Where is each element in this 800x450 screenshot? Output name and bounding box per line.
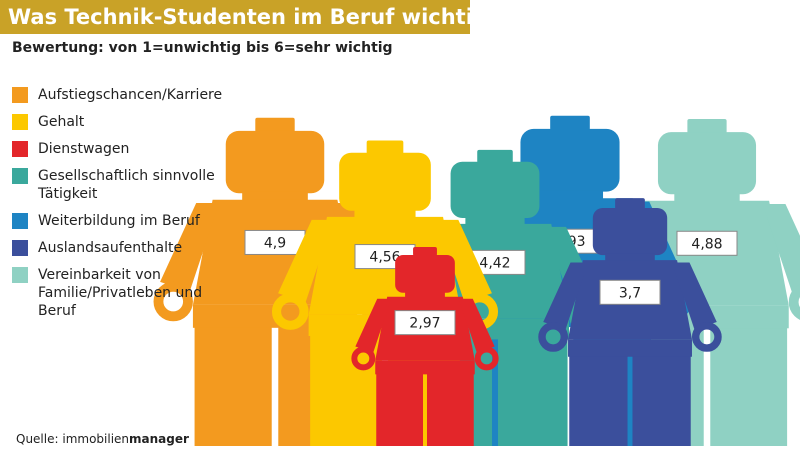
value-label: 4,42 — [479, 255, 510, 271]
value-label: 4,9 — [264, 235, 286, 251]
legend-item: Aufstiegschancen/Karriere — [12, 86, 227, 104]
figure-neck — [354, 209, 416, 219]
figure-arm — [160, 203, 220, 292]
legend-item: Gehalt — [12, 113, 227, 131]
legend: Aufstiegschancen/Karriere Gehalt Dienstwag… — [12, 86, 227, 329]
figure-leg — [376, 372, 424, 446]
figure-hand — [691, 322, 722, 352]
legend-item: Gesellschaftlich sinnvolle Tätigkeit — [12, 167, 227, 203]
figure-hips — [375, 360, 475, 375]
figure-neck — [242, 191, 308, 202]
legend-swatch — [12, 213, 28, 229]
figure-head — [450, 161, 540, 218]
legend-swatch — [12, 141, 28, 157]
legend-label: Auslandsaufenthalte — [38, 240, 183, 256]
legend-swatch — [12, 114, 28, 130]
legend-item: Vereinbarkeit von Familie/Privatleben un… — [12, 266, 227, 320]
chart-title: Was Technik-Studenten im Beruf wichtig i… — [0, 0, 525, 34]
legend-item: Auslandsaufenthalte — [12, 239, 227, 257]
source: Quelle: immobilienmanager — [16, 432, 189, 446]
value-box — [394, 310, 456, 336]
legend-label: Gehalt — [38, 114, 85, 130]
figure-neck — [405, 291, 445, 298]
figure — [538, 198, 722, 446]
figure-hand — [538, 322, 569, 352]
chart-subtitle: Bewertung: von 1=unwichtig bis 6=sehr wi… — [12, 40, 393, 56]
figure-hand — [351, 346, 376, 371]
figure-arm — [543, 262, 588, 330]
figure-arm — [458, 298, 495, 353]
value-label: 4,56 — [369, 250, 400, 266]
figure-arm — [436, 219, 492, 303]
figure-arm — [355, 298, 392, 353]
legend-label: Weiterbildung im Beruf — [38, 213, 200, 229]
figure-stud — [615, 198, 645, 210]
figure-neck — [674, 192, 740, 203]
value-label: 4,88 — [691, 236, 722, 252]
figure-stud — [477, 149, 513, 164]
value-label: 3,7 — [619, 285, 641, 301]
legend-swatch — [12, 168, 28, 184]
figure-arm — [762, 204, 800, 293]
legend-swatch — [12, 240, 28, 256]
legend-swatch — [12, 87, 28, 103]
figure-head — [339, 152, 431, 211]
legend-label: Aufstiegschancen/Karriere — [38, 87, 223, 103]
legend-item: Weiterbildung im Beruf — [12, 212, 227, 230]
legend-label: Vereinbarkeit von Familie/Privatleben un… — [38, 267, 203, 319]
figure-leg — [569, 354, 628, 446]
value-box — [599, 279, 661, 305]
legend-swatch — [12, 267, 28, 283]
figure-stud — [255, 117, 295, 133]
figure-leg — [710, 325, 788, 446]
figure-hand — [153, 281, 193, 322]
figure-head — [225, 130, 325, 194]
figure-stud — [366, 140, 404, 155]
legend-item: Dienstwagen — [12, 140, 227, 158]
figure-hand — [271, 293, 309, 330]
figure-neck — [465, 216, 525, 226]
source-name: immobilien — [62, 432, 130, 446]
figure-hips — [568, 339, 692, 357]
figure-stud — [550, 115, 590, 131]
source-name-bold: manager — [129, 432, 189, 446]
figure-hand — [788, 284, 800, 320]
figure-head — [520, 128, 620, 192]
figure-arm — [672, 262, 717, 330]
figure-leg — [426, 372, 474, 446]
figure-head — [592, 208, 668, 256]
figure-stud — [687, 119, 727, 134]
figure-head — [657, 132, 757, 195]
figure-neck — [605, 253, 655, 262]
figure-stud — [413, 247, 437, 256]
figure-hand — [474, 346, 499, 371]
legend-label: Dienstwagen — [38, 141, 130, 157]
figure-head — [395, 254, 455, 293]
value-box — [244, 229, 306, 255]
legend-label: Gesellschaftlich sinnvolle Tätigkeit — [38, 168, 215, 202]
value-box — [676, 230, 738, 256]
figure-leg — [194, 324, 272, 446]
figure-neck — [536, 190, 604, 200]
source-label: Quelle: — [16, 432, 59, 446]
figure-leg — [632, 354, 691, 446]
figure-leg — [497, 336, 568, 446]
value-label: 2,97 — [409, 316, 440, 332]
figure-arm — [278, 219, 334, 303]
